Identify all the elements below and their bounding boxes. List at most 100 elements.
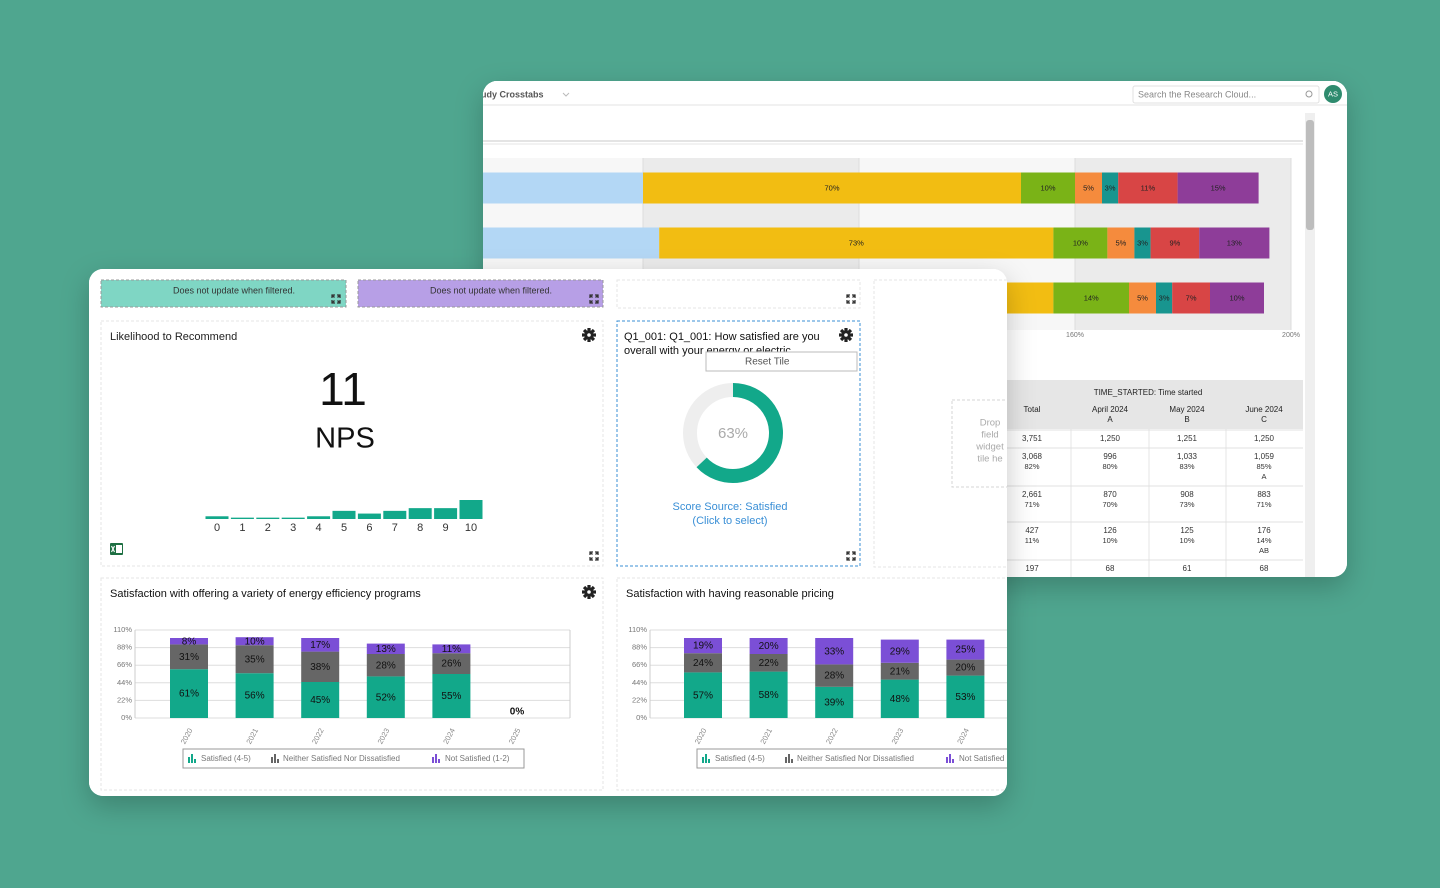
table-cell: 10% (1102, 536, 1117, 545)
x-tick-label: 2 (265, 522, 271, 534)
settings-icon[interactable] (839, 328, 853, 342)
bar-segment (946, 639, 985, 660)
legend-icon (271, 757, 273, 763)
table-cell: 85% (1256, 462, 1271, 471)
bar-label: 53% (955, 692, 975, 703)
bar-segment (170, 638, 208, 645)
drop-hint: field (981, 430, 998, 441)
bar-segment (1210, 282, 1264, 314)
bar-label: 10% (1229, 293, 1244, 302)
column-label: June 2024 (1245, 405, 1283, 414)
bar (281, 517, 305, 519)
legend (696, 748, 1007, 769)
popup-menu (705, 351, 858, 372)
bar-segment (749, 654, 788, 672)
bar-label: 20% (759, 641, 779, 652)
gear-hole (587, 333, 591, 337)
bar-label: 10% (1040, 183, 1055, 192)
bar-label: 56% (245, 691, 265, 702)
y-tick-label: 0% (121, 713, 132, 722)
bar-segment (235, 673, 274, 718)
bar-segment (659, 227, 1054, 259)
expand-icon[interactable] (331, 294, 341, 304)
legend-icon (438, 759, 440, 763)
legend-icon (702, 757, 704, 763)
legend-icon (946, 757, 948, 763)
expand-icon[interactable] (589, 294, 599, 304)
settings-icon[interactable] (582, 585, 596, 599)
search-box[interactable] (1132, 85, 1320, 104)
donut-caption: (Click to select) (692, 515, 767, 527)
bar-label: 3% (1159, 293, 1170, 302)
drop-hint: Drop (980, 418, 1001, 429)
y-tick-label: 88% (632, 643, 647, 652)
x-tick-label: 9 (443, 522, 449, 534)
legend-icon (274, 754, 276, 763)
bar-segment (684, 653, 722, 673)
bar-label: 28% (376, 660, 396, 671)
table-cell: AB (1259, 546, 1269, 555)
bar-label: 57% (693, 690, 713, 701)
table-cell: 70% (1102, 500, 1117, 509)
bar-segment (432, 644, 471, 654)
bar-label: 33% (824, 646, 844, 657)
expand-icon[interactable] (589, 551, 599, 561)
column-letter: B (1184, 415, 1189, 424)
bar-segment (301, 682, 340, 718)
bar-label: 48% (890, 694, 910, 705)
x-tick-label: 6 (366, 522, 372, 534)
x-tick-label: 200% (1282, 332, 1300, 339)
bar-label: 31% (179, 652, 199, 663)
table-cell: 71% (1024, 500, 1039, 509)
legend-icon (191, 754, 193, 763)
bar-segment (880, 662, 919, 680)
column-label: April 2024 (1092, 405, 1129, 414)
settings-icon[interactable] (582, 328, 596, 342)
bar-segment (1129, 282, 1156, 314)
y-tick-label: 110% (628, 625, 647, 634)
bar (332, 510, 356, 519)
scrollbar-thumb[interactable] (1306, 120, 1314, 230)
column-label: Total (1024, 405, 1041, 414)
table-title: TIME_STARTED: Time started (1094, 388, 1203, 397)
expand-icon[interactable] (846, 551, 856, 561)
bar-segment (946, 675, 985, 718)
bar-segment (366, 643, 405, 654)
expand-icon[interactable] (846, 294, 856, 304)
bar-segment (1150, 227, 1200, 259)
bar-label: 35% (245, 654, 265, 665)
banner-text: Does not update when filtered. (173, 285, 295, 295)
table-cell: 1,251 (1177, 434, 1198, 443)
table-cell: 3,751 (1022, 434, 1043, 443)
table-cell: 80% (1102, 462, 1117, 471)
banner-text: Does not update when filtered. (430, 285, 552, 295)
table-cell: 11% (1025, 536, 1040, 545)
legend-icon (708, 759, 710, 763)
table-cell: 870 (1103, 490, 1117, 499)
breadcrumb: Study Crosstabs (472, 89, 544, 99)
y-tick-label: 88% (117, 643, 132, 652)
dashboard-window: Does not update when filtered. Does not u… (89, 269, 1007, 796)
bar-segment (1177, 172, 1259, 204)
bar-label: 5% (1115, 238, 1126, 247)
x-tick-label: 4 (316, 522, 322, 534)
bar-label: 70% (824, 183, 839, 192)
table-cell: 68 (1106, 564, 1115, 573)
column-letter: C (1261, 415, 1267, 424)
x-tick-label: 160% (1066, 332, 1084, 339)
y-tick-label: 44% (632, 678, 647, 687)
bar-label: 20% (955, 663, 975, 674)
drop-hint: tile he (977, 454, 1002, 465)
bar-segment (366, 676, 405, 718)
donut-label: 63% (718, 425, 748, 442)
bar-segment (880, 639, 919, 663)
legend-icon (791, 759, 793, 763)
bar-label: 19% (693, 641, 713, 652)
tile (873, 279, 1007, 568)
bar-segment (749, 638, 788, 654)
avatar[interactable] (1324, 85, 1342, 103)
x-tick-label: 0 (214, 522, 220, 534)
bar (459, 500, 483, 519)
legend-icon (785, 757, 787, 763)
bar-segment (483, 172, 643, 204)
